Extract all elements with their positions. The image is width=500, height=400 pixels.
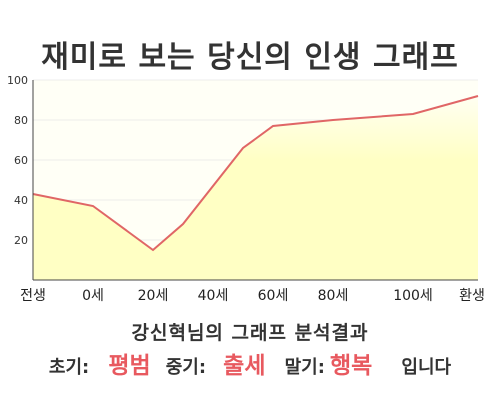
y-tick-label: 40 bbox=[14, 194, 28, 207]
y-tick-label: 60 bbox=[14, 154, 28, 167]
chart-title: 재미로 보는 당신의 인생 그래프 bbox=[41, 40, 459, 75]
x-tick-label: 20세 bbox=[138, 288, 169, 304]
x-tick-label: 전생 bbox=[20, 288, 46, 304]
mid-label: 중기: bbox=[165, 357, 207, 378]
mid-value: 출세 bbox=[223, 353, 266, 379]
analysis-subtitle: 강신혁님의 그래프 분석결과 bbox=[131, 322, 369, 344]
result-ending: 입니다 bbox=[401, 357, 452, 378]
analysis-result: 초기: 평범 중기: 출세 말기: 행복 입니다 bbox=[0, 346, 500, 380]
y-tick-label: 80 bbox=[14, 114, 28, 127]
late-label: 말기: bbox=[284, 357, 325, 378]
x-tick-label: 환생 bbox=[459, 288, 485, 304]
early-value: 평범 bbox=[108, 353, 151, 379]
series-line bbox=[32, 95, 479, 252]
late-value: 행복 bbox=[330, 353, 373, 379]
x-tick-label: 60세 bbox=[258, 288, 289, 304]
x-tick-label: 80세 bbox=[318, 288, 349, 304]
x-tick-label: 0세 bbox=[82, 288, 104, 304]
x-tick-label: 100세 bbox=[393, 288, 433, 304]
area-fill bbox=[33, 96, 478, 280]
x-tick-label: 40세 bbox=[198, 288, 229, 304]
early-label: 초기: bbox=[48, 357, 90, 378]
y-tick-label: 20 bbox=[14, 234, 28, 247]
y-tick-label: 100 bbox=[7, 74, 28, 87]
